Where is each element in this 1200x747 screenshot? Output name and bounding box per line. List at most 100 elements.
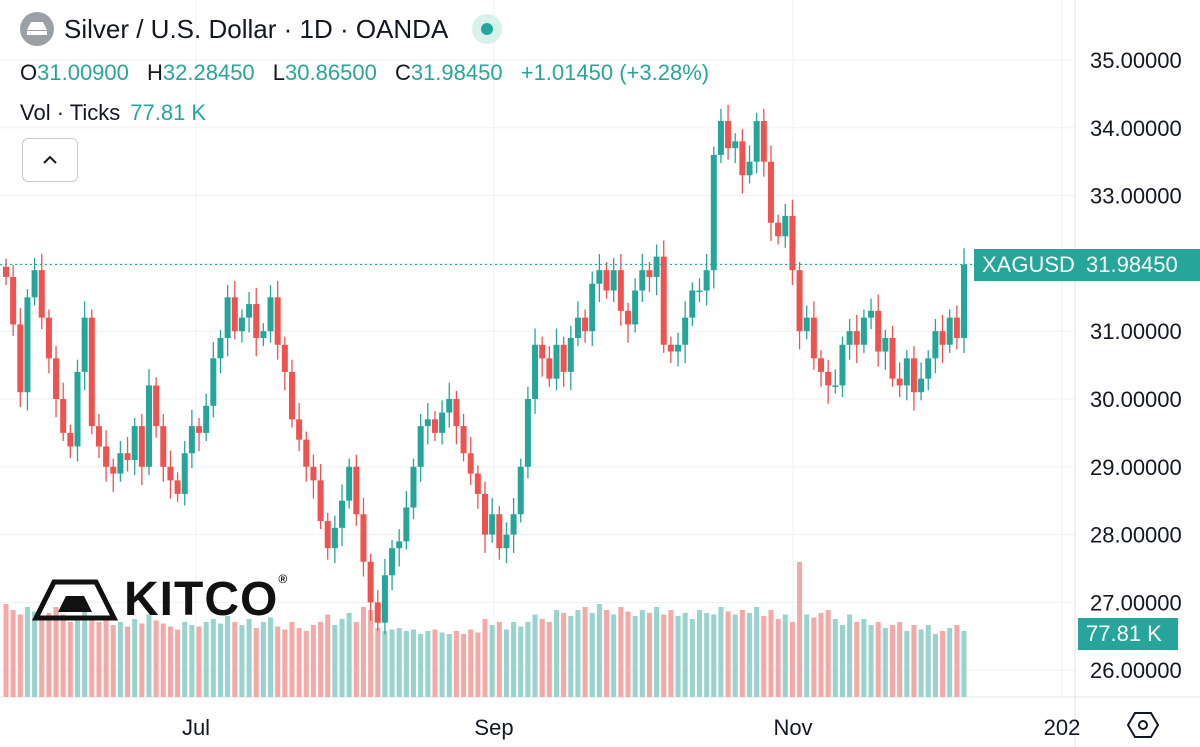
candle-body	[839, 344, 846, 386]
candle-body	[482, 493, 488, 535]
volume-bar	[511, 622, 517, 697]
candle-body	[67, 432, 74, 447]
candle-body	[832, 385, 839, 387]
candle-body	[110, 466, 117, 474]
symbol-title[interactable]: Silver / U.S. Dollar · 1D · OANDA	[64, 13, 449, 44]
volume-bar	[804, 614, 810, 697]
open-label: O	[20, 60, 38, 85]
volume-bar	[453, 631, 459, 697]
candle-body	[803, 317, 810, 332]
volume-bar	[675, 616, 681, 697]
volume-bar	[940, 631, 946, 697]
candle-body	[882, 337, 889, 352]
volume-bar	[225, 616, 231, 697]
candle-body	[703, 270, 710, 291]
volume-bar	[782, 614, 788, 697]
change-value: +1.01450 (+3.28%)	[520, 60, 710, 85]
candle-body	[889, 337, 896, 379]
volume-bar	[496, 622, 502, 697]
volume-bar	[775, 619, 781, 697]
candle-body	[946, 317, 953, 345]
candle-body	[453, 399, 460, 427]
candle-body	[896, 378, 903, 386]
volume-bar	[947, 628, 953, 697]
candle-body	[732, 141, 739, 149]
volume-legend: Vol · Ticks 77.81 K	[20, 100, 206, 126]
candle-body	[603, 270, 610, 291]
x-tick-label: Nov	[773, 715, 812, 740]
candle-body	[381, 575, 388, 623]
volume-bar	[875, 622, 881, 697]
volume-bar	[332, 625, 338, 697]
candle-body	[868, 310, 875, 318]
candle-body	[17, 324, 24, 393]
candle-body	[710, 154, 717, 271]
candle-body	[124, 453, 131, 461]
candle-body	[181, 453, 188, 494]
kitco-watermark: KITCO®	[32, 572, 288, 627]
volume-bar	[368, 610, 374, 697]
volume-bar	[439, 632, 445, 697]
chevron-up-icon	[43, 155, 57, 164]
volume-bar	[611, 614, 617, 697]
volume-bar	[861, 619, 867, 697]
ohlc-legend: O31.00900 H32.28450 L30.86500 C31.98450 …	[20, 60, 721, 86]
volume-bar	[568, 616, 574, 697]
candle-body	[131, 426, 138, 461]
candle-body	[825, 371, 832, 386]
collapse-legend-button[interactable]	[22, 138, 78, 182]
candle-body	[696, 290, 703, 293]
volume-bar	[289, 622, 295, 697]
candle-body	[224, 297, 231, 338]
high-value: 32.28450	[162, 60, 255, 85]
candle-body	[331, 527, 338, 549]
volume-bar	[682, 613, 688, 697]
candle-body	[260, 331, 267, 338]
close-value: 31.98450	[410, 60, 503, 85]
volume-bar	[668, 610, 674, 697]
candle-body	[24, 297, 31, 393]
volume-bar	[275, 626, 281, 697]
volume-bar	[604, 610, 610, 697]
volume-bar	[475, 632, 481, 697]
y-tick-label: 31.00000	[1090, 319, 1182, 344]
volume-bar	[210, 619, 216, 697]
volume-bar	[632, 616, 638, 697]
kitco-logo-icon	[32, 579, 118, 620]
volume-bar	[618, 607, 624, 697]
volume-bar	[132, 619, 138, 697]
candle-body	[524, 399, 531, 467]
candle-body	[910, 358, 917, 393]
volume-bar	[3, 604, 9, 697]
candle-body	[939, 331, 946, 345]
volume-bar	[661, 614, 667, 697]
candle-body	[624, 310, 631, 325]
volume-bar	[325, 614, 331, 697]
market-status-icon[interactable]	[472, 14, 503, 44]
volume-value: 77.81 K	[130, 100, 207, 125]
candle-body	[961, 264, 967, 338]
volume-label[interactable]: Vol · Ticks	[20, 100, 121, 125]
volume-bar	[704, 613, 710, 697]
y-tick-label: 29.00000	[1090, 455, 1182, 480]
volume-bar	[153, 620, 159, 697]
candle-body	[60, 399, 67, 433]
y-tick-label: 30.00000	[1090, 387, 1182, 412]
candle-body	[903, 358, 910, 386]
candle-body	[639, 270, 646, 291]
candle-body	[489, 514, 496, 535]
candle-body	[38, 270, 45, 318]
volume-bar	[639, 610, 645, 697]
candle-body	[918, 378, 925, 393]
volume-bar	[260, 622, 266, 697]
volume-bar	[546, 622, 552, 697]
x-tick-label: Jul	[182, 715, 210, 740]
candle-body	[717, 121, 724, 155]
volume-bar	[432, 629, 438, 697]
candle-body	[532, 344, 539, 399]
candle-body	[653, 256, 660, 277]
candle-body	[138, 426, 145, 467]
volume-bar	[811, 617, 817, 697]
chart-settings-button[interactable]	[1126, 710, 1160, 745]
candle-body	[267, 297, 274, 332]
